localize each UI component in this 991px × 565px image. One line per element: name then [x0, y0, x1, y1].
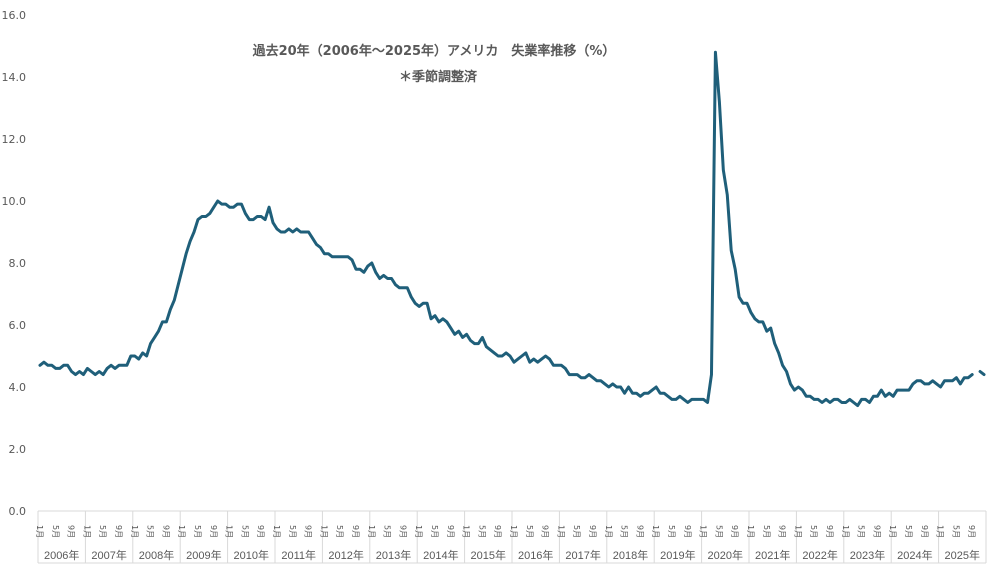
- month-tick-label: 1月: [556, 525, 565, 538]
- month-tick-label: 1月: [35, 525, 44, 538]
- month-tick-label: 5月: [667, 525, 676, 538]
- year-tick-label: 2010年: [234, 548, 269, 562]
- month-tick-label: 1月: [793, 525, 802, 538]
- month-tick-label: 5月: [620, 525, 629, 538]
- month-tick-label: 9月: [256, 525, 265, 538]
- y-tick-label: 12.0: [2, 133, 27, 146]
- month-tick-label: 1月: [888, 525, 897, 538]
- month-tick-label: 1月: [509, 525, 518, 538]
- year-tick-label: 2012年: [328, 548, 363, 562]
- month-tick-label: 5月: [477, 525, 486, 538]
- month-tick-label: 9月: [161, 525, 170, 538]
- month-tick-label: 1月: [272, 525, 281, 538]
- year-tick-label: 2018年: [613, 548, 648, 562]
- month-tick-label: 1月: [225, 525, 234, 538]
- month-tick-label: 5月: [809, 525, 818, 538]
- chart-title: 過去20年（2006年〜2025年）アメリカ 失業率推移（%）: [252, 43, 616, 59]
- year-tick-label: 2014年: [423, 548, 458, 562]
- y-axis: 0.0 2.0 4.0 6.0 8.0 10.0 12.0 14.0 16.0: [2, 9, 27, 518]
- year-tick-label: 2009年: [186, 548, 221, 562]
- month-tick-label: 5月: [904, 525, 913, 538]
- y-tick-label: 10.0: [2, 195, 27, 208]
- unemployment-series-line: [38, 50, 974, 408]
- month-tick-label: 5月: [288, 525, 297, 538]
- year-tick-label: 2025年: [945, 548, 980, 562]
- y-tick-label: 2.0: [9, 443, 27, 456]
- month-tick-label: 9月: [920, 525, 929, 538]
- year-tick-label: 2021年: [755, 548, 790, 562]
- year-tick-label: 2022年: [802, 548, 837, 562]
- month-tick-label: 9月: [825, 525, 834, 538]
- y-tick-label: 6.0: [9, 319, 27, 332]
- month-tick-label: 9月: [398, 525, 407, 538]
- month-tick-label: 9月: [209, 525, 218, 538]
- month-tick-label: 9月: [588, 525, 597, 538]
- month-tick-label: 9月: [872, 525, 881, 538]
- year-tick-label: 2015年: [471, 548, 506, 562]
- month-tick-label: 1月: [82, 525, 91, 538]
- year-tick-label: 2013年: [376, 548, 411, 562]
- year-tick-label: 2019年: [660, 548, 695, 562]
- year-tick-label: 2023年: [850, 548, 885, 562]
- month-tick-label: 9月: [493, 525, 502, 538]
- month-tick-label: 5月: [193, 525, 202, 538]
- month-tick-label: 5月: [951, 525, 960, 538]
- month-tick-label: 9月: [351, 525, 360, 538]
- month-tick-label: 9月: [541, 525, 550, 538]
- month-tick-label: 5月: [762, 525, 771, 538]
- month-tick-label: 5月: [240, 525, 249, 538]
- month-tick-label: 1月: [604, 525, 613, 538]
- month-tick-label: 9月: [114, 525, 123, 538]
- month-tick-label: 9月: [683, 525, 692, 538]
- y-tick-label: 14.0: [2, 71, 27, 84]
- month-tick-label: 5月: [146, 525, 155, 538]
- year-tick-label: 2008年: [139, 548, 174, 562]
- month-tick-label: 1月: [699, 525, 708, 538]
- month-tick-label: 1月: [651, 525, 660, 538]
- month-tick-label: 9月: [67, 525, 76, 538]
- year-tick-label: 2011年: [281, 548, 316, 562]
- month-tick-label: 9月: [967, 525, 976, 538]
- month-tick-label: 1月: [319, 525, 328, 538]
- y-tick-label: 4.0: [9, 381, 27, 394]
- year-tick-label: 2016年: [518, 548, 553, 562]
- month-tick-label: 9月: [635, 525, 644, 538]
- month-tick-label: 1月: [462, 525, 471, 538]
- month-tick-label: 5月: [572, 525, 581, 538]
- month-tick-label: 9月: [730, 525, 739, 538]
- month-tick-label: 9月: [446, 525, 455, 538]
- y-tick-label: 0.0: [9, 505, 27, 518]
- month-tick-label: 5月: [430, 525, 439, 538]
- month-tick-label: 5月: [51, 525, 60, 538]
- series-layer: [38, 50, 986, 408]
- month-tick-label: 1月: [414, 525, 423, 538]
- y-tick-label: 8.0: [9, 257, 27, 270]
- month-tick-label: 1月: [841, 525, 850, 538]
- year-tick-label: 2006年: [44, 548, 79, 562]
- chart-subtitle: ＊季節調整済: [399, 69, 478, 85]
- month-tick-label: 1月: [130, 525, 139, 538]
- month-tick-label: 5月: [857, 525, 866, 538]
- month-tick-label: 5月: [98, 525, 107, 538]
- year-tick-label: 2007年: [91, 548, 126, 562]
- month-tick-label: 1月: [177, 525, 186, 538]
- month-tick-label: 5月: [714, 525, 723, 538]
- month-tick-label: 1月: [936, 525, 945, 538]
- month-tick-label: 5月: [383, 525, 392, 538]
- month-tick-label: 5月: [525, 525, 534, 538]
- month-tick-label: 1月: [746, 525, 755, 538]
- month-tick-label: 5月: [335, 525, 344, 538]
- year-tick-label: 2017年: [565, 548, 600, 562]
- year-tick-label: 2024年: [897, 548, 932, 562]
- y-tick-label: 16.0: [2, 9, 27, 22]
- unemployment-series-line: [978, 370, 986, 377]
- year-tick-label: 2020年: [708, 548, 743, 562]
- month-tick-label: 9月: [304, 525, 313, 538]
- month-tick-label: 1月: [367, 525, 376, 538]
- month-tick-label: 9月: [778, 525, 787, 538]
